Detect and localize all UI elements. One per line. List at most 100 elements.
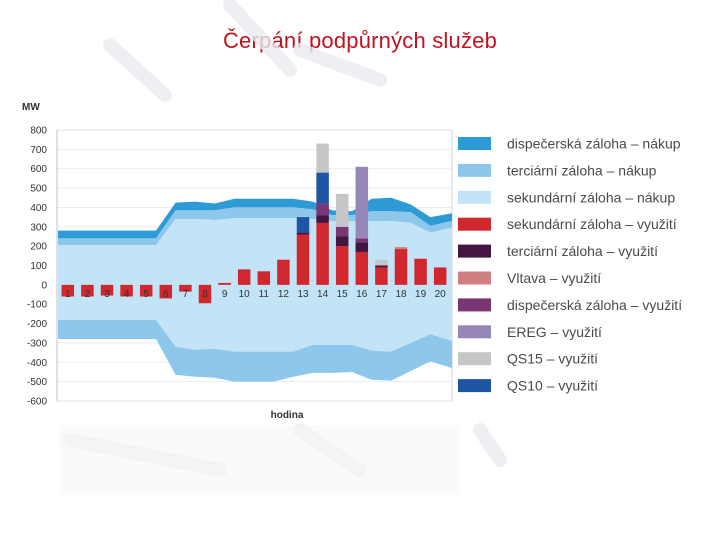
y-tick-label: 700 [30, 145, 47, 156]
axes: 800 700 600 500 400 300 200 100 0 -100 -200 -300 -40… [22, 102, 446, 421]
x-tick-label: 18 [395, 289, 407, 300]
bar-secondary_use-hour-11 [257, 271, 271, 285]
bar-secondary_use-hour-15 [335, 246, 349, 285]
legend-label-ereg_use: EREG – využití [507, 324, 602, 340]
bar-secondary_use-hour-18 [394, 249, 408, 285]
watermark-shadow [60, 425, 460, 495]
watermark-stroke [473, 423, 507, 467]
legend-swatch-vltava_use [458, 271, 491, 285]
y-tick-label: -600 [27, 397, 47, 408]
bar-negative-hour-2 [81, 284, 94, 297]
x-tick-label: 4 [124, 289, 130, 300]
bar-secondary_use-hour-17 [375, 267, 388, 285]
x-tick-label: 9 [222, 289, 228, 300]
bar-secondary_use-hour-19 [414, 258, 427, 285]
bar-negative-hour-6 [159, 284, 173, 299]
legend-label-secondary_purchase: sekundární záloha – nákup [507, 189, 675, 205]
area-layer [58, 197, 452, 382]
y-tick-label: 600 [30, 164, 47, 175]
legend: dispečerská záloha – nákup terciární zálo… [458, 136, 682, 394]
area-dispatch-purchase-up [58, 197, 452, 239]
bar-negative-hour-1 [61, 284, 75, 297]
bar-qs10_use-hour-14 [316, 172, 329, 204]
x-tick-label: 20 [435, 289, 447, 300]
bar-dispatch_use-hour-16 [355, 238, 369, 243]
area-tertiary-purchase-up [58, 207, 452, 246]
legend-swatch-dispatch_purchase [458, 137, 491, 150]
bar-tertiary_use-hour-16 [355, 242, 369, 252]
bar-negative-hour-7 [179, 284, 192, 292]
x-tick-label: 6 [163, 289, 169, 300]
area-secondary-purchase-up [58, 218, 452, 285]
area-tertiary-purchase-down [58, 319, 452, 382]
x-tick-label: 7 [183, 289, 189, 300]
y-tick-label: 0 [41, 280, 47, 291]
y-tick-label: 100 [30, 261, 47, 272]
legend-label-dispatch_purchase: dispečerská záloha – nákup [507, 136, 681, 152]
y-tick-label: 400 [30, 203, 47, 214]
bar-secondary_use-hour-12 [277, 259, 290, 285]
bar-ereg_use-hour-16 [355, 166, 369, 239]
y-tick-label: -300 [27, 338, 47, 349]
bar-qs15_use-hour-15 [335, 193, 349, 227]
watermark-stroke [103, 38, 172, 102]
x-axis-title: hodina [271, 410, 304, 421]
bar-dispatch_use-hour-15 [335, 226, 349, 237]
bar-negative-hour-5 [139, 284, 153, 297]
watermark-stroke [293, 43, 387, 87]
bar-vltava_use-hour-18 [394, 247, 408, 250]
legend-swatch-tertiary_use [458, 244, 491, 258]
y-tick-label: -400 [27, 358, 47, 369]
y-tick-label: 300 [30, 222, 47, 233]
x-tick-label: 1 [65, 289, 71, 300]
legend-label-secondary_use: sekundární záloha – využití [507, 216, 677, 232]
x-tick-label: 2 [85, 289, 91, 300]
y-tick-label: 500 [30, 184, 47, 195]
bar-qs15_use-hour-17 [375, 259, 388, 266]
x-tick-label: 12 [278, 289, 290, 300]
y-tick-label: -200 [27, 319, 47, 330]
x-tick-label: 19 [415, 289, 427, 300]
legend-label-qs10_use: QS10 – využití [507, 378, 598, 394]
legend-swatch-qs15_use [458, 352, 491, 366]
legend-swatch-qs10_use [458, 379, 491, 393]
bar-secondary_use-hour-14 [316, 222, 329, 285]
bar-qs10_use-hour-13 [296, 217, 310, 233]
legend-label-vltava_use: Vltava – využití [507, 270, 601, 286]
bar-tertiary_use-hour-17 [375, 265, 388, 268]
y-axis-unit: MW [22, 102, 40, 113]
legend-swatch-secondary_purchase [458, 190, 491, 204]
background-watermark [60, 0, 507, 495]
x-tick-label: 10 [239, 289, 251, 300]
bar-secondary_use-hour-20 [433, 267, 447, 285]
legend-label-dispatch_use: dispečerská záloha – využití [507, 297, 682, 313]
legend-swatch-tertiary_purchase [458, 163, 491, 177]
legend-label-tertiary_use: terciární záloha – využití [507, 243, 658, 259]
y-tick-label: -100 [27, 300, 47, 311]
bar-dispatch_use-hour-14 [316, 203, 329, 216]
legend-swatch-secondary_use [458, 217, 491, 231]
bar-secondary_use-hour-10 [237, 269, 251, 285]
bar-secondary_use-hour-16 [355, 251, 369, 285]
bar-secondary_use-hour-9 [218, 282, 231, 285]
x-tick-label: 15 [337, 289, 349, 300]
y-tick-label: -500 [27, 377, 47, 388]
x-tick-label: 13 [297, 289, 309, 300]
area-secondary-purchase-down [58, 284, 452, 352]
bar-tertiary_use-hour-14 [316, 215, 329, 223]
y-tick-label: 800 [30, 126, 47, 137]
x-tick-label: 17 [376, 289, 388, 300]
legend-swatch-dispatch_use [458, 298, 491, 312]
legend-label-qs15_use: QS15 – využití [507, 351, 598, 367]
bar-qs15_use-hour-14 [316, 143, 329, 173]
y-tick-label: 200 [30, 242, 47, 253]
x-tick-label: 8 [202, 289, 208, 300]
legend-label-tertiary_purchase: terciární záloha – nákup [507, 162, 657, 178]
bar-layer [61, 143, 447, 304]
bar-tertiary_use-hour-15 [335, 236, 349, 247]
x-tick-label: 3 [104, 289, 110, 300]
watermark-stroke [223, 0, 297, 77]
bar-secondary_use-hour-13 [296, 234, 310, 285]
bar-tertiary_use-hour-13 [296, 232, 310, 235]
